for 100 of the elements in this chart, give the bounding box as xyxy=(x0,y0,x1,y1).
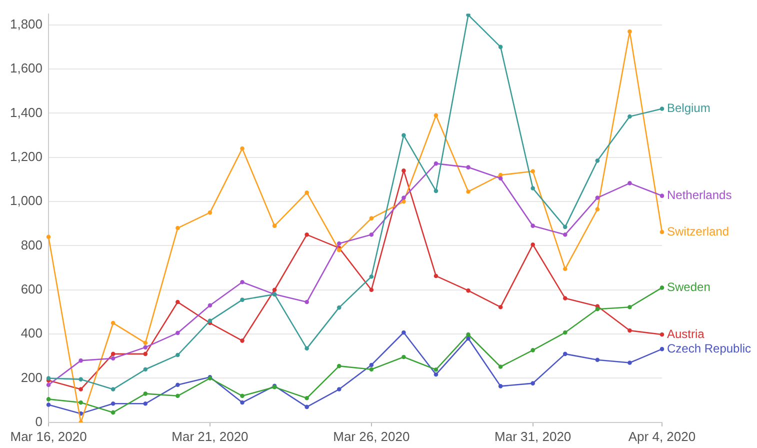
point xyxy=(402,168,406,173)
point xyxy=(272,288,277,292)
point xyxy=(240,338,244,343)
point xyxy=(176,352,180,358)
point xyxy=(143,367,148,372)
series-label: Belgium xyxy=(667,101,710,116)
point xyxy=(466,332,470,337)
point xyxy=(530,348,535,352)
point xyxy=(434,113,438,118)
point xyxy=(240,280,244,284)
point xyxy=(176,394,180,398)
point xyxy=(143,392,148,396)
point xyxy=(176,382,180,388)
point xyxy=(143,340,148,346)
y-tick-label: 200 xyxy=(20,370,43,385)
point xyxy=(628,29,632,34)
point xyxy=(369,362,374,368)
point xyxy=(628,304,632,310)
point xyxy=(78,387,83,392)
y-tick-label: 400 xyxy=(20,326,43,341)
point xyxy=(46,402,51,407)
point xyxy=(562,352,568,356)
point xyxy=(402,354,406,360)
point xyxy=(369,367,374,372)
point xyxy=(628,181,632,186)
point xyxy=(78,377,83,382)
point xyxy=(176,226,180,230)
point xyxy=(595,306,600,312)
y-tick-label: 1,400 xyxy=(10,104,43,120)
point xyxy=(176,330,180,336)
series-label: Sweden xyxy=(667,280,710,294)
point xyxy=(498,384,503,388)
x-tick-label: Apr 4, 2020 xyxy=(628,428,696,444)
point xyxy=(660,346,664,352)
point xyxy=(660,106,664,111)
point xyxy=(402,330,406,335)
y-tick-label: 600 xyxy=(20,281,43,296)
point xyxy=(530,186,535,190)
point xyxy=(46,376,51,380)
point xyxy=(498,176,503,180)
point xyxy=(434,367,438,372)
y-tick-label: 1,000 xyxy=(10,193,43,208)
point xyxy=(660,286,664,290)
point xyxy=(240,400,244,405)
point xyxy=(304,232,309,237)
point xyxy=(466,165,470,170)
point xyxy=(304,404,309,410)
point xyxy=(78,400,83,405)
point xyxy=(595,207,600,212)
point xyxy=(46,397,51,402)
point xyxy=(369,274,374,279)
point xyxy=(369,216,374,220)
point xyxy=(110,401,116,406)
point xyxy=(466,189,470,194)
point xyxy=(143,401,148,406)
point xyxy=(110,410,116,415)
point xyxy=(369,232,374,237)
point xyxy=(498,304,503,310)
series-label: Switzerland xyxy=(667,224,730,238)
point xyxy=(628,360,632,365)
point xyxy=(240,298,244,302)
point xyxy=(240,394,244,398)
point xyxy=(208,303,212,308)
point xyxy=(595,158,600,163)
point xyxy=(628,114,632,119)
point xyxy=(595,196,600,200)
y-tick-label: 800 xyxy=(20,237,43,252)
point xyxy=(336,387,342,392)
point xyxy=(562,232,568,237)
point xyxy=(466,14,470,18)
point xyxy=(272,224,277,228)
point xyxy=(78,358,83,363)
point xyxy=(434,161,438,166)
point xyxy=(208,210,212,215)
x-tick-label: Mar 26, 2020 xyxy=(333,428,410,444)
point xyxy=(660,332,664,337)
point xyxy=(562,224,568,230)
point xyxy=(530,381,535,386)
point xyxy=(336,305,342,310)
series-label: Czech Republic xyxy=(667,341,752,356)
x-tick-label: Mar 16, 2020 xyxy=(10,428,87,444)
point xyxy=(562,330,568,335)
point xyxy=(208,318,212,323)
point xyxy=(143,345,148,350)
point xyxy=(530,169,535,174)
point xyxy=(660,230,664,234)
point xyxy=(562,266,568,272)
point xyxy=(434,274,438,278)
point xyxy=(176,300,180,304)
point xyxy=(466,288,470,293)
point xyxy=(595,358,600,362)
point xyxy=(336,241,342,246)
point xyxy=(530,224,535,228)
point xyxy=(110,356,116,360)
point xyxy=(628,328,632,333)
point xyxy=(304,300,309,304)
point xyxy=(498,44,503,50)
point xyxy=(143,352,148,356)
point xyxy=(466,336,470,341)
x-tick-label: Mar 21, 2020 xyxy=(172,428,248,444)
